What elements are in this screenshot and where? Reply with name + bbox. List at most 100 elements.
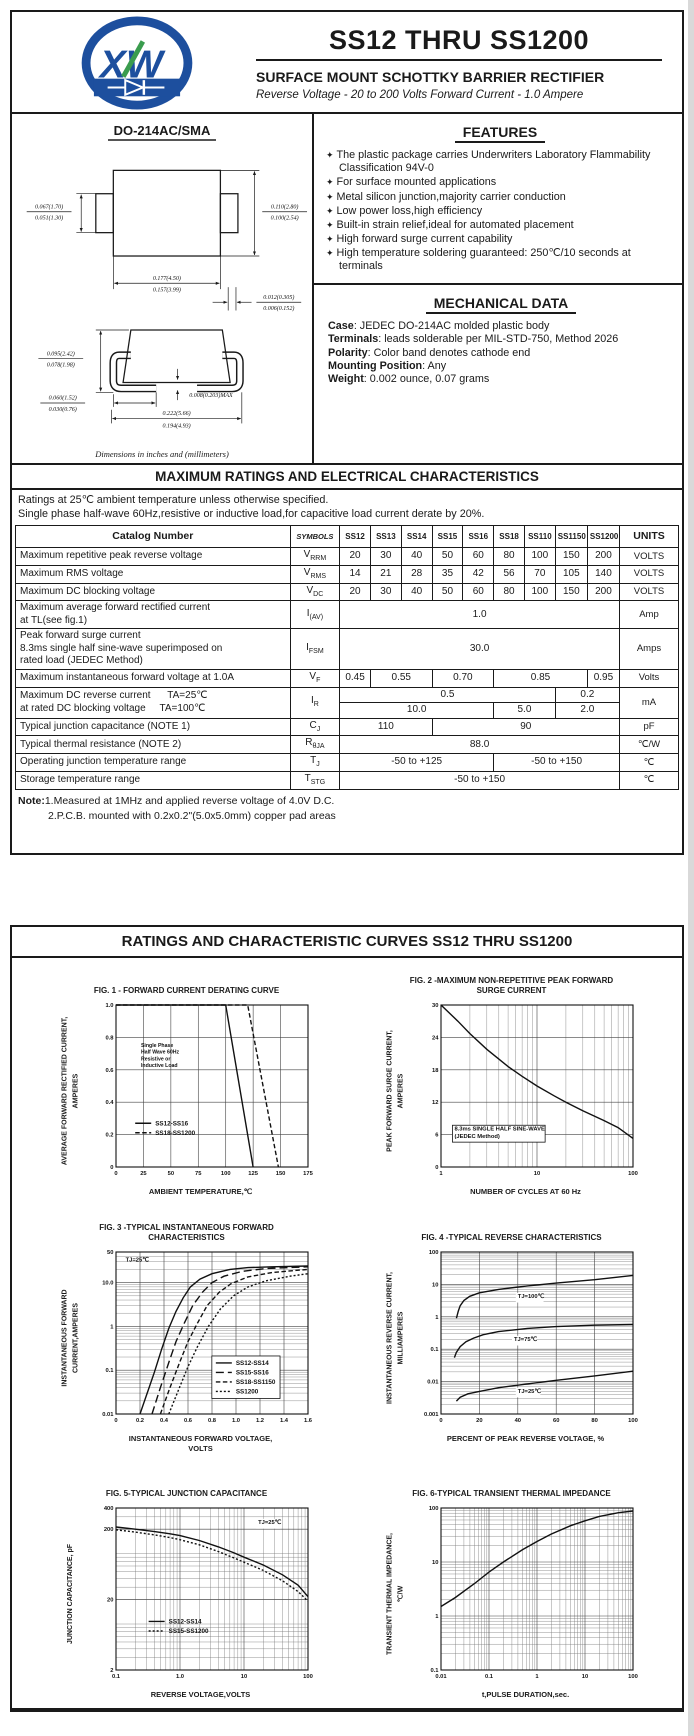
svg-text:1: 1 bbox=[435, 1315, 439, 1321]
column-header-part: SS14 bbox=[400, 525, 433, 549]
svg-text:1: 1 bbox=[110, 1324, 114, 1330]
mechanical-data-label: Polarity bbox=[328, 346, 368, 359]
rating-value-cell: 90 bbox=[431, 717, 621, 737]
svg-text:SS12-SS14: SS12-SS14 bbox=[235, 1360, 268, 1367]
svg-text:25: 25 bbox=[140, 1171, 147, 1177]
package-name: DO-214AC/SMA bbox=[107, 123, 217, 141]
svg-text:200: 200 bbox=[103, 1527, 113, 1533]
figure-title: FIG. 6-TYPICAL TRANSIENT THERMAL IMPEDAN… bbox=[412, 1489, 611, 1499]
column-header-units: UNITS bbox=[619, 525, 679, 549]
svg-text:10: 10 bbox=[581, 1674, 587, 1680]
column-header-part: SS16 bbox=[462, 525, 495, 549]
column-header-part: SS1200 bbox=[586, 525, 621, 549]
rating-parameter-label: Maximum repetitive peak reverse voltage bbox=[15, 547, 291, 566]
rating-value-cell: 50 bbox=[431, 582, 464, 602]
figure-title: FIG. 3 -TYPICAL INSTANTANEOUS FORWARD CH… bbox=[99, 1222, 274, 1242]
package-drawing-panel: DO-214AC/SMA 0.067(1.70) bbox=[12, 114, 314, 463]
rating-value-cell: 0.2 bbox=[554, 686, 621, 704]
rating-parameter-label: Operating junction temperature range bbox=[15, 753, 291, 772]
figure-3: FIG. 3 -TYPICAL INSTANTANEOUS FORWARD CH… bbox=[26, 1223, 347, 1454]
rating-unit: Amps bbox=[619, 628, 679, 670]
mechanical-data-line: Weight: 0.002 ounce, 0.07 grams bbox=[328, 373, 490, 386]
table-row: Storage temperature range TSTG -50 to +150… bbox=[15, 770, 679, 790]
bullet-icon: ✦ bbox=[326, 150, 334, 160]
rating-value-cell: 2.0 bbox=[554, 702, 621, 719]
rating-value-cell: -50 to +150 bbox=[339, 770, 620, 790]
brand-logo-icon: XW bbox=[81, 16, 193, 110]
svg-text:0.6: 0.6 bbox=[183, 1418, 192, 1424]
table-row: Maximum average forward rectified curren… bbox=[15, 600, 679, 630]
svg-text:SS1200: SS1200 bbox=[235, 1388, 258, 1395]
rating-value-cell: 20 bbox=[339, 547, 371, 566]
rating-value-cell: 88.0 bbox=[339, 735, 620, 755]
curves-section-title: RATINGS AND CHARACTERISTIC CURVES SS12 T… bbox=[12, 927, 682, 958]
svg-text:150: 150 bbox=[275, 1171, 285, 1177]
svg-text:10: 10 bbox=[432, 1560, 438, 1566]
rating-value-cell: 0.70 bbox=[431, 668, 495, 688]
svg-text:0.177(4.50): 0.177(4.50) bbox=[153, 275, 181, 282]
rating-parameter-label: Maximum DC reverse current TA=25℃ at rate… bbox=[15, 686, 291, 719]
svg-text:60: 60 bbox=[552, 1418, 558, 1424]
rating-symbol: TJ bbox=[289, 753, 341, 772]
figure-title: FIG. 5-TYPICAL JUNCTION CAPACITANCE bbox=[105, 1489, 268, 1499]
datasheet-front-page: XW SS12 THRU SS1200 SURFACE MOUNT SCHOTT… bbox=[10, 10, 684, 855]
mechanical-data-line: Terminals: leads solderable per MIL-STD-… bbox=[328, 333, 619, 346]
voltage-current-tagline: Reverse Voltage - 20 to 200 Volts Forwar… bbox=[256, 89, 584, 101]
rating-parameter-label: Peak forward surge current 8.3ms single h… bbox=[15, 628, 291, 670]
svg-text:0.060(1.52): 0.060(1.52) bbox=[49, 395, 77, 402]
bullet-icon: ✦ bbox=[326, 234, 334, 245]
rating-unit: ℃ bbox=[619, 770, 679, 790]
svg-text:1.4: 1.4 bbox=[279, 1418, 288, 1424]
svg-text:175: 175 bbox=[303, 1171, 313, 1177]
svg-text:10: 10 bbox=[533, 1171, 539, 1177]
figure-plot: 1 10 100 0 6 12 18 24 30 8.3ms SINGLE HALF SINE-W… bbox=[432, 1003, 638, 1177]
part-number-title: SS12 THRU SS1200 bbox=[328, 25, 590, 55]
svg-text:100: 100 bbox=[628, 1418, 638, 1424]
rating-symbol: IFSM bbox=[289, 628, 341, 670]
column-header-symbols: SYMBOLS bbox=[289, 525, 341, 549]
rating-value-cell: 150 bbox=[554, 582, 588, 602]
rating-value-cell: 35 bbox=[431, 564, 464, 584]
figure-y-axis-label: AVERAGE FORWARD RECTIFIED CURRENT, AMPER… bbox=[61, 1016, 79, 1166]
rating-parameter-label: Maximum instantaneous forward voltage at… bbox=[15, 668, 291, 688]
features-title: FEATURES bbox=[326, 124, 674, 143]
svg-text:0.2: 0.2 bbox=[135, 1418, 143, 1424]
svg-text:SS15-SS16: SS15-SS16 bbox=[235, 1369, 268, 1376]
title-rule bbox=[256, 59, 662, 61]
svg-text:1.6: 1.6 bbox=[303, 1418, 312, 1424]
svg-text:1.0: 1.0 bbox=[231, 1418, 239, 1424]
mechanical-data-label: Terminals bbox=[328, 333, 379, 346]
svg-text:80: 80 bbox=[591, 1418, 597, 1424]
svg-text:50: 50 bbox=[107, 1250, 113, 1256]
svg-text:100: 100 bbox=[428, 1250, 438, 1256]
svg-text:SS12-SS14: SS12-SS14 bbox=[168, 1619, 201, 1626]
rating-symbol: TSTG bbox=[289, 770, 341, 790]
svg-text:0: 0 bbox=[439, 1418, 442, 1424]
svg-text:0.095(2.42): 0.095(2.42) bbox=[47, 350, 75, 357]
rating-value-cell: 80 bbox=[493, 547, 525, 566]
feature-item: ✦ High forward surge current capability bbox=[326, 233, 513, 246]
rating-symbol: VRMS bbox=[289, 564, 341, 584]
svg-text:1: 1 bbox=[535, 1674, 539, 1680]
svg-text:400: 400 bbox=[103, 1506, 113, 1512]
svg-text:0.4: 0.4 bbox=[159, 1418, 168, 1424]
rating-value-cell: 0.85 bbox=[493, 668, 588, 688]
svg-text:20: 20 bbox=[107, 1598, 113, 1604]
svg-text:1: 1 bbox=[439, 1171, 443, 1177]
table-row: Typical junction capacitance (NOTE 1) CJ 1… bbox=[15, 717, 679, 737]
rating-unit: ℃/W bbox=[619, 735, 679, 755]
svg-text:Single Phase: Single Phase bbox=[140, 1043, 172, 1049]
page-edge-shade bbox=[688, 0, 694, 1736]
bullet-icon: ✦ bbox=[326, 177, 334, 188]
rating-unit: Volts bbox=[619, 668, 679, 688]
rating-symbol: CJ bbox=[289, 717, 341, 737]
svg-text:0.1: 0.1 bbox=[430, 1668, 439, 1674]
svg-text:SS18-SS1200: SS18-SS1200 bbox=[155, 1130, 195, 1137]
rating-value-cell: 1.0 bbox=[339, 600, 620, 630]
feature-item: ✦ The plastic package carries Underwriter… bbox=[326, 149, 651, 175]
table-row: Maximum RMS voltage VRMS 14 21 28 35 42 56 70 105… bbox=[15, 564, 679, 584]
figure-plot: 0.1 1.0 10 100 2 20 200 400 TJ=25℃ SS12-SS14 SS15-… bbox=[103, 1506, 312, 1680]
rating-parameter-label: Typical thermal resistance (NOTE 2) bbox=[15, 735, 291, 755]
svg-text:0.01: 0.01 bbox=[435, 1674, 447, 1680]
rating-value-cell: 60 bbox=[462, 582, 495, 602]
